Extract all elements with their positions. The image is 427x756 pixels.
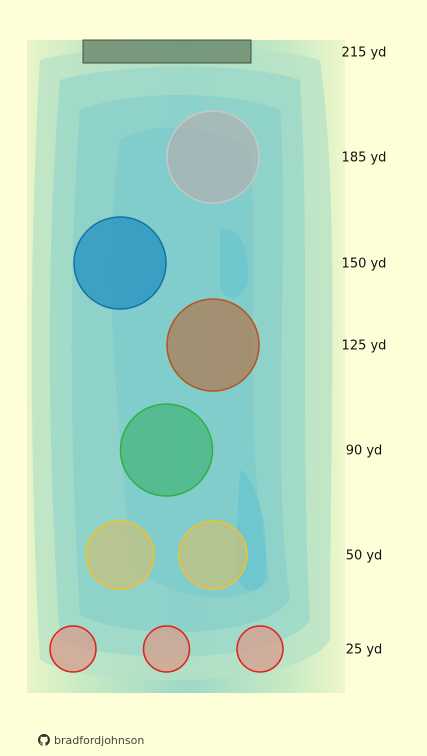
targets-layer <box>49 110 284 673</box>
credit: bradfordjohnson <box>38 732 144 748</box>
target-circle <box>166 298 260 392</box>
distance-tick-label: 125 yd <box>342 339 387 354</box>
distance-tick-label: 50 yd <box>346 549 383 564</box>
distance-tick-label: 185 yd <box>342 151 387 166</box>
target-circle <box>119 403 214 497</box>
target-circle <box>236 625 284 673</box>
target-circle <box>73 216 167 310</box>
fairway-contour-band <box>220 229 249 298</box>
credit-text: bradfordjohnson <box>54 733 145 747</box>
distance-tick-label: 90 yd <box>346 444 383 459</box>
target-circle <box>49 625 97 673</box>
distance-tick-label: 150 yd <box>342 257 387 272</box>
distance-tick-label: 215 yd <box>342 46 387 61</box>
github-icon <box>38 734 50 746</box>
target-circle <box>178 520 248 590</box>
distance-labels: 215 yd 185 yd 150 yd 125 yd 90 yd 50 yd 25 yd <box>342 46 387 658</box>
distance-tick-label: 25 yd <box>346 643 383 658</box>
target-circle <box>85 520 155 590</box>
target-circle <box>142 625 191 673</box>
green-target-rect <box>82 39 252 64</box>
target-circle <box>166 110 260 204</box>
